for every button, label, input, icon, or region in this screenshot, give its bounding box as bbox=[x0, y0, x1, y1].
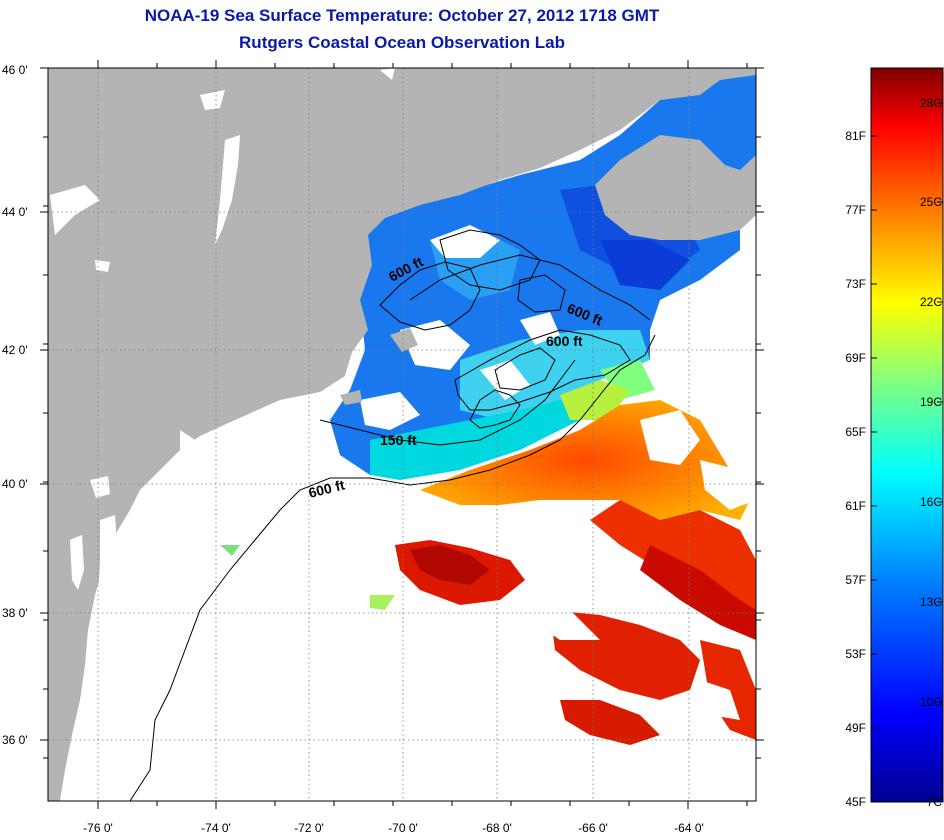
contour-label-150ft: 150 ft bbox=[380, 432, 417, 448]
inland-water bbox=[50, 68, 395, 801]
colorbar-f-label: 49F bbox=[845, 721, 866, 735]
lon-tick-label: -64 0' bbox=[674, 821, 704, 835]
colorbar-f-label: 77F bbox=[845, 203, 866, 217]
colorbar-c-label: 25C bbox=[920, 195, 942, 209]
lat-tick-label: 44 0' bbox=[2, 205, 28, 219]
colorbar-f-label: 69F bbox=[845, 351, 866, 365]
colorbar-c-label: 13C bbox=[920, 595, 942, 609]
lon-tick-label: -72 0' bbox=[294, 821, 324, 835]
colorbar-f-label: 61F bbox=[845, 499, 866, 513]
colorbar-f-label: 65F bbox=[845, 425, 866, 439]
colorbar-gradient bbox=[870, 67, 944, 803]
minor-ticks bbox=[40, 60, 764, 809]
colorbar-f-label: 57F bbox=[845, 573, 866, 587]
lat-tick-label: 42 0' bbox=[2, 343, 28, 357]
colorbar-c-label: 22C bbox=[920, 295, 942, 309]
colorbar-f-label: 73F bbox=[845, 277, 866, 291]
colorbar-f-label: 45F bbox=[845, 795, 866, 809]
lon-tick-label: -70 0' bbox=[388, 821, 418, 835]
graticule bbox=[48, 68, 756, 801]
land bbox=[48, 68, 756, 801]
lat-tick-label: 38 0' bbox=[2, 606, 28, 620]
map-subtitle: Rutgers Coastal Ocean Observation Lab bbox=[239, 33, 565, 52]
colorbar-c-label: 28C bbox=[920, 96, 942, 110]
map-frame bbox=[47, 67, 757, 802]
lat-tick-label: 36 0' bbox=[2, 733, 28, 747]
lat-tick-label: 40 0' bbox=[2, 477, 28, 491]
colorbar: 81F 77F 73F 69F 65F 61F 57F 53F 49F 45F … bbox=[845, 67, 944, 809]
lon-tick-label: -66 0' bbox=[578, 821, 608, 835]
colorbar-c-label: 19C bbox=[920, 395, 942, 409]
map-title: NOAA-19 Sea Surface Temperature: October… bbox=[144, 6, 660, 25]
lon-tick-label: -74 0' bbox=[201, 821, 231, 835]
lon-tick-label: -76 0' bbox=[83, 821, 113, 835]
colorbar-c-label: 7C bbox=[927, 795, 943, 809]
bathymetry-contours bbox=[129, 229, 656, 801]
colorbar-c-label: 16C bbox=[920, 495, 942, 509]
contour-label-600ft-3: 600 ft bbox=[546, 333, 583, 349]
cloud-mask bbox=[360, 225, 756, 720]
colorbar-f-label: 81F bbox=[845, 129, 866, 143]
colorbar-f-label: 53F bbox=[845, 647, 866, 661]
lat-tick-label: 46 0' bbox=[2, 63, 28, 77]
colorbar-c-label: 10C bbox=[920, 695, 942, 709]
lon-tick-label: -68 0' bbox=[482, 821, 512, 835]
